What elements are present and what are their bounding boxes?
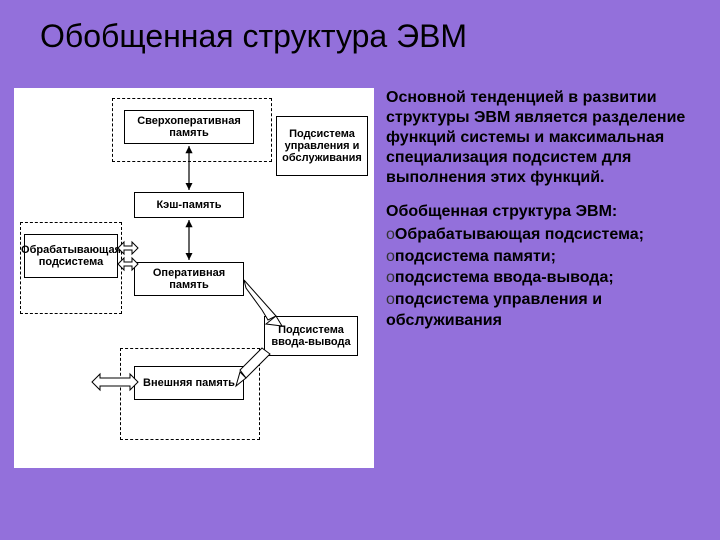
node-cache-mem: Кэш-память <box>134 192 244 218</box>
list-item-2: oподсистема памяти; <box>386 246 704 268</box>
node-ext-mem: Внешняя память <box>134 366 244 400</box>
list-item-4: oподсистема управления и обслуживания <box>386 289 704 332</box>
node-proc-subsystem: Обрабатывающая подсистема <box>24 234 118 278</box>
node-superop-mem: Сверхоперативная память <box>124 110 254 144</box>
node-mgmt-subsystem: Подсистема управления и обслуживания <box>276 116 368 176</box>
paragraph-main: Основной тенденцией в развитии структуры… <box>386 88 704 188</box>
list-item-1: oОбрабатывающая подсистема; <box>386 224 704 246</box>
description-text: Основной тенденцией в развитии структуры… <box>386 88 704 332</box>
page-title: Обобщенная структура ЭВМ <box>40 18 467 55</box>
node-io-subsystem: Подсистема ввода-вывода <box>264 316 358 356</box>
list-heading: Обобщенная структура ЭВМ: <box>386 202 704 222</box>
list-item-3: oподсистема ввода-вывода; <box>386 267 704 289</box>
diagram-canvas: Сверхоперативная память Подсистема управ… <box>14 88 374 468</box>
node-ram-mem: Оперативная память <box>134 262 244 296</box>
